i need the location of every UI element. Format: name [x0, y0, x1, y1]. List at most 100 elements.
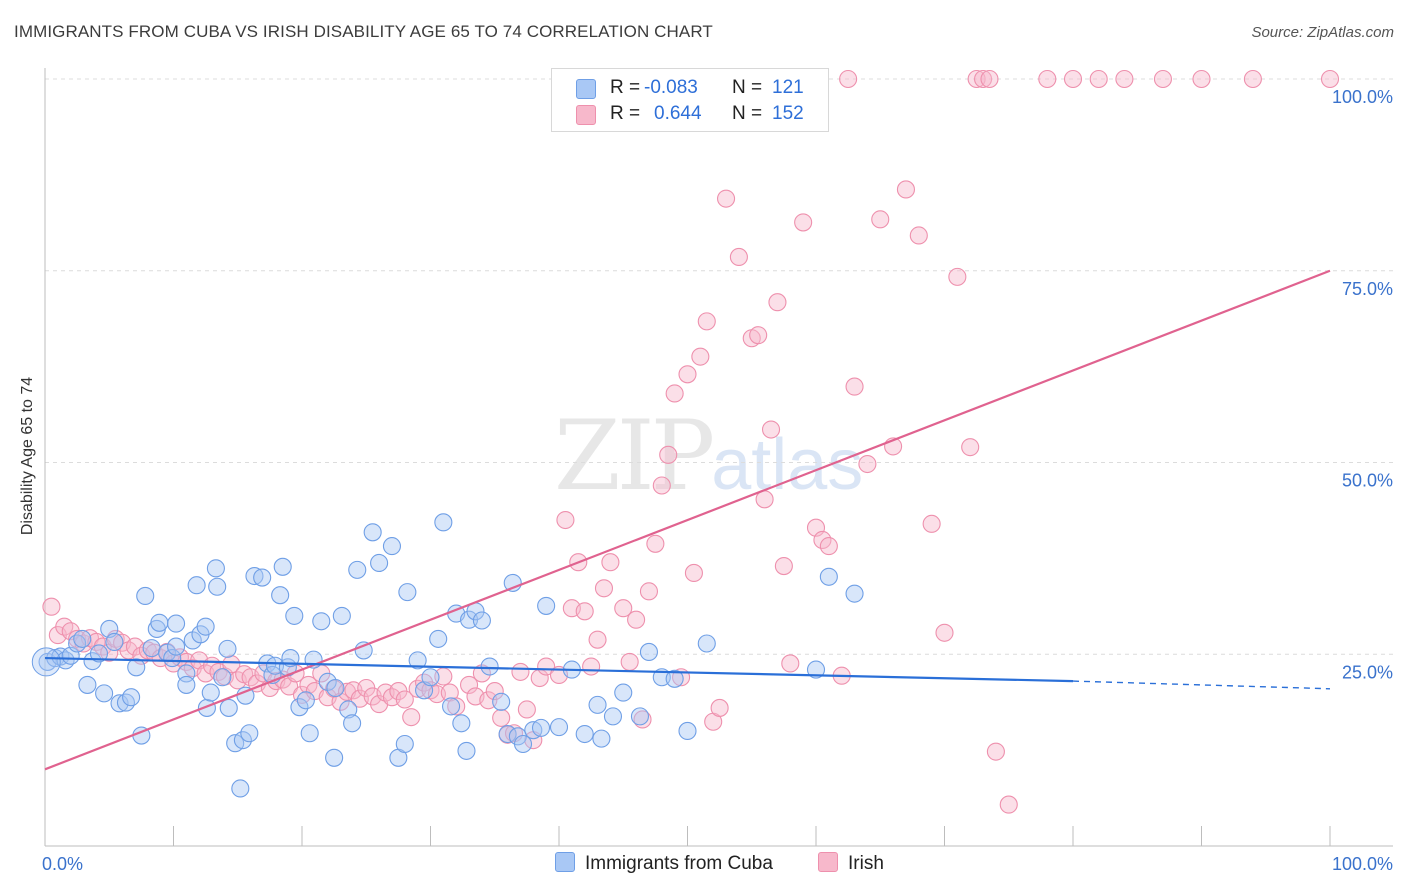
watermark-zip: ZIP	[554, 400, 715, 512]
cuba-trend-extension	[1072, 680, 1331, 690]
irish-point	[331, 692, 350, 711]
irish-trend-line	[44, 269, 1331, 771]
irish-point	[588, 630, 607, 649]
irish-point	[1243, 69, 1262, 89]
axes	[44, 68, 1393, 847]
irish-point	[871, 210, 890, 229]
watermark-atlas: atlas	[711, 425, 864, 505]
bottom-legend-irish: Irish	[818, 852, 884, 875]
bottom-legend-label-irish: Irish	[848, 853, 884, 874]
cuba-point	[382, 537, 402, 556]
legend-r-value: -0.083	[644, 77, 698, 98]
y-axis-label: Disability Age 65 to 74	[19, 376, 36, 536]
cuba-point-cluster	[31, 647, 61, 677]
cuba-point	[408, 651, 427, 670]
correlation-legend: R = -0.083 N = 121 R = 0.644 N = 152	[551, 68, 829, 132]
irish-point	[601, 553, 620, 572]
irish-point	[447, 697, 466, 716]
irish-point	[68, 629, 87, 648]
cuba-point	[245, 566, 264, 586]
irish-point	[485, 682, 504, 701]
cuba-point	[442, 697, 461, 716]
cuba-point	[630, 707, 650, 726]
irish-point	[999, 795, 1018, 814]
cuba-trend-line	[44, 656, 1074, 683]
legend-swatch-cuba	[576, 79, 596, 99]
irish-point	[627, 610, 646, 629]
irish-point	[768, 293, 787, 312]
cuba-point	[253, 568, 272, 587]
cuba-point	[122, 688, 141, 707]
source-label: Source: ZipAtlas.com	[1251, 24, 1394, 41]
irish-point	[517, 700, 536, 719]
cuba-point	[78, 675, 97, 694]
cuba-point	[73, 629, 92, 648]
cuba-point	[348, 560, 367, 579]
cuba-point	[285, 606, 304, 625]
cuba-point	[639, 642, 659, 661]
cuba-point	[312, 612, 331, 631]
legend-r-label: R =	[610, 103, 641, 124]
cuba-point	[343, 714, 362, 733]
cuba-point	[281, 649, 300, 668]
irish-point	[935, 623, 954, 642]
irish-point	[55, 617, 74, 636]
cuba-point	[167, 614, 186, 633]
cuba-point	[415, 681, 434, 700]
tick-labels: 25.0% 50.0% 75.0% 100.0% 0.0% 100.0%	[42, 87, 1393, 874]
irish-point	[582, 657, 601, 676]
irish-point	[594, 579, 614, 598]
cuba-point	[208, 577, 227, 596]
legend-n-label: N =	[732, 77, 763, 98]
irish-point	[652, 476, 671, 495]
cuba-point	[370, 553, 389, 573]
cuba-point	[819, 567, 838, 586]
cuba-point	[845, 584, 864, 603]
cuba-points	[31, 513, 864, 798]
irish-point	[896, 180, 916, 199]
cuba-point	[83, 652, 102, 671]
grid	[45, 78, 1393, 655]
cuba-point	[332, 606, 351, 625]
irish-point	[678, 365, 697, 384]
irish-point	[909, 226, 928, 245]
cuba-point	[142, 639, 161, 658]
irish-point	[961, 438, 980, 457]
irish-point	[614, 599, 633, 618]
irish-point	[639, 582, 659, 601]
legend-swatch-irish	[576, 105, 596, 125]
cuba-point	[326, 678, 345, 698]
irish-point	[967, 69, 986, 89]
irish-point	[948, 267, 967, 286]
irish-point	[986, 742, 1005, 761]
cuba-point	[105, 632, 124, 652]
cuba-point	[163, 649, 182, 668]
irish-point	[280, 677, 299, 696]
irish-point	[633, 710, 652, 729]
irish-point	[1192, 69, 1211, 89]
irish-point	[1320, 69, 1340, 89]
irish-point	[980, 69, 999, 89]
cuba-point	[296, 691, 315, 710]
chart-title: IMMIGRANTS FROM CUBA VS IRISH DISABILITY…	[14, 22, 713, 41]
cuba-point	[549, 718, 569, 737]
cuba-point	[614, 683, 633, 702]
cuba-point	[806, 660, 826, 679]
cuba-point	[150, 613, 169, 632]
irish-point	[459, 675, 479, 694]
cuba-point	[273, 557, 292, 576]
cuba-point	[206, 559, 225, 578]
irish-points	[42, 69, 1340, 814]
cuba-point	[290, 698, 309, 717]
cuba-point	[196, 617, 215, 636]
irish-point	[858, 454, 877, 474]
irish-point	[472, 664, 491, 683]
cuba-point	[300, 724, 319, 743]
irish-point	[794, 213, 813, 232]
irish-point	[749, 326, 768, 345]
bottom-legend-swatch-irish	[818, 852, 838, 872]
irish-point	[646, 534, 665, 553]
irish-point	[42, 597, 61, 616]
cuba-point	[421, 668, 440, 687]
